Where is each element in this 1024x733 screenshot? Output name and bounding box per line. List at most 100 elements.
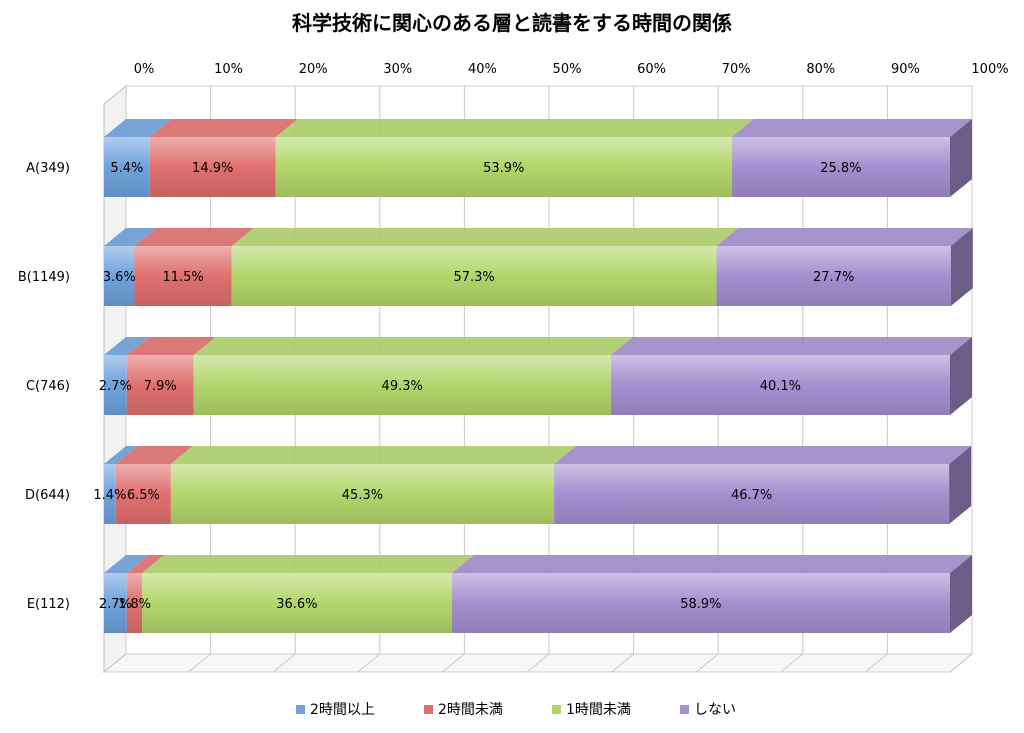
- bar-segment: [610, 337, 972, 415]
- bars: [104, 119, 973, 633]
- bar-top-face: [275, 119, 754, 137]
- bar-top-face: [554, 446, 972, 464]
- x-tick-label: 10%: [214, 62, 243, 77]
- bar-segment: [104, 228, 157, 306]
- data-label: 2.7%: [99, 379, 132, 394]
- bar-front-face: [134, 246, 232, 306]
- bar-top-face: [104, 446, 138, 464]
- bar-side-face: [950, 228, 973, 306]
- floor-grid-line: [526, 653, 550, 673]
- data-label: 2.7%: [99, 597, 132, 612]
- bar-top-face: [115, 446, 193, 464]
- data-label: 40.1%: [760, 379, 801, 394]
- data-labels: 5.4% 14.9% 53.9% 25.8% 3.6% 11.5% 57.3% 27.7% 2.…: [93, 161, 861, 612]
- x-tick-label: 20%: [299, 62, 328, 77]
- bar-top-face: [104, 555, 149, 573]
- legend-swatch: [552, 705, 561, 714]
- bar-side-face: [950, 119, 972, 197]
- bar-top-face: [104, 337, 149, 355]
- bar-front-face: [716, 246, 951, 306]
- bar-side-face: [950, 337, 972, 415]
- legend-label: 1時間未満: [566, 702, 631, 718]
- bar-side-face: [950, 555, 972, 633]
- bar-front-face: [149, 137, 276, 197]
- bar-segment: [104, 555, 149, 633]
- data-label: 6.5%: [127, 488, 160, 503]
- bar-top-face: [170, 446, 577, 464]
- data-label: 3.6%: [103, 270, 136, 285]
- legend-label: 2時間以上: [310, 702, 375, 718]
- bar-top-face: [149, 119, 298, 137]
- data-label: 45.3%: [342, 488, 383, 503]
- category-label: D(644): [25, 488, 70, 503]
- bar-top-face: [142, 555, 474, 573]
- category-labels: A(349) B(1149) C(746) D(644) E(112): [18, 161, 70, 612]
- bar-side-face: [949, 446, 972, 524]
- bar-top-face: [731, 119, 972, 137]
- bar-top-face: [610, 337, 972, 355]
- data-label: 53.9%: [483, 161, 524, 176]
- bar-segment: [104, 337, 149, 415]
- bar-top-face: [126, 555, 165, 573]
- bar-segment: [731, 119, 972, 197]
- x-axis-ticks: 0% 10% 20% 30% 40% 50% 60% 70% 80% 90% 100%: [134, 62, 1009, 77]
- bar-segment: [149, 119, 298, 197]
- category-label: A(349): [26, 161, 70, 176]
- bar-front-face: [126, 355, 194, 415]
- bar-top-face: [134, 228, 254, 246]
- legend-swatch: [296, 705, 305, 714]
- bar-front-face: [554, 464, 950, 524]
- bar-front-face: [451, 573, 950, 633]
- bar-segment: [451, 555, 972, 633]
- x-tick-label: 90%: [891, 62, 920, 77]
- bar-front-face: [610, 355, 950, 415]
- bar-segment: [554, 446, 972, 524]
- floor-grid-line: [357, 653, 381, 673]
- category-label: E(112): [27, 597, 70, 612]
- bar-front-face: [104, 246, 135, 306]
- bar-segment: [104, 446, 138, 524]
- bar-front-face: [126, 573, 143, 633]
- bar-segment: [193, 337, 633, 415]
- bar-front-face: [170, 464, 555, 524]
- legend: 2時間以上 2時間未満 1時間未満 しない: [296, 702, 736, 718]
- bar-front-face: [275, 137, 732, 197]
- x-tick-label: 30%: [383, 62, 412, 77]
- x-tick-label: 100%: [971, 62, 1008, 77]
- floor-grid-line: [695, 653, 719, 673]
- bar-front-face: [104, 573, 127, 633]
- floor-grid-line: [780, 653, 804, 673]
- data-label: 57.3%: [453, 270, 494, 285]
- bar-front-face: [731, 137, 950, 197]
- x-tick-label: 80%: [806, 62, 835, 77]
- bar-segment: [126, 337, 216, 415]
- bar-segment: [716, 228, 973, 306]
- x-tick-label: 70%: [722, 62, 751, 77]
- bar-top-face: [193, 337, 633, 355]
- bar-front-face: [231, 246, 717, 306]
- legend-swatch: [680, 705, 689, 714]
- bar-front-face: [104, 355, 127, 415]
- bar-segment: [275, 119, 754, 197]
- data-label: 46.7%: [731, 488, 772, 503]
- bar-segment: [126, 555, 165, 633]
- x-tick-label: 40%: [468, 62, 497, 77]
- data-label: 27.7%: [813, 270, 854, 285]
- floor-grid-line: [188, 653, 211, 673]
- floor-grid-line: [272, 653, 296, 673]
- category-label: B(1149): [18, 270, 70, 285]
- x-tick-label: 50%: [553, 62, 582, 77]
- data-label: 1.8%: [118, 597, 151, 612]
- bar-top-face: [104, 228, 157, 246]
- data-label: 1.4%: [93, 488, 126, 503]
- data-label: 49.3%: [382, 379, 423, 394]
- data-label: 5.4%: [110, 161, 143, 176]
- data-label: 36.6%: [276, 597, 317, 612]
- bar-front-face: [104, 464, 116, 524]
- bar-front-face: [193, 355, 611, 415]
- bar-segment: [104, 119, 172, 197]
- floor-grid-line: [611, 653, 634, 673]
- data-label: 25.8%: [820, 161, 861, 176]
- bar-segment: [142, 555, 474, 633]
